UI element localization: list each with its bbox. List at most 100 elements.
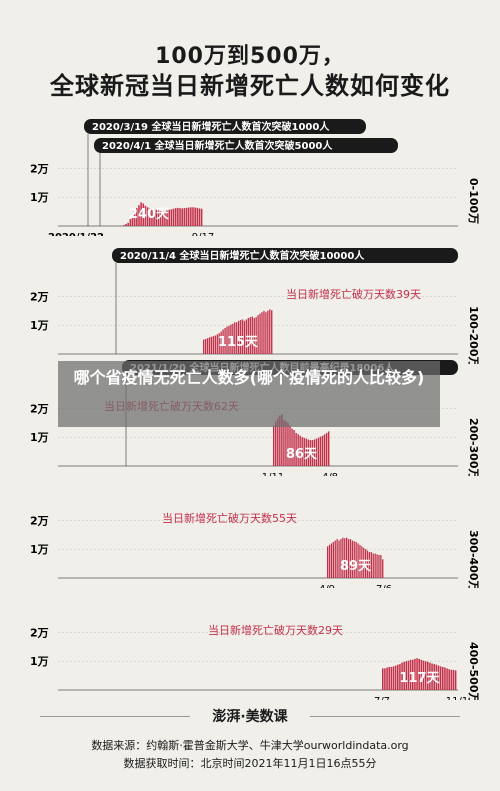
data-bar: [144, 205, 147, 226]
data-bar: [291, 428, 293, 466]
footer-brand-background: [190, 704, 310, 726]
y-tick-label: 2万: [30, 402, 49, 415]
data-bar: [420, 659, 423, 690]
data-bar: [179, 208, 181, 226]
data-bar: [399, 664, 401, 690]
days-over-10k-note: 当日新增死亡破万天数39天: [286, 287, 421, 301]
x-end-label: 11/1: [446, 696, 468, 700]
overlay-text: 哪个省疫情无死亡人数多(哪个疫情死的人比较多): [73, 368, 425, 387]
data-bar: [287, 422, 289, 466]
data-bar: [133, 211, 136, 226]
chart-panel: 2万1万115天9/182021/1/10100-200万当日新增死亡破万天数3…: [30, 248, 480, 364]
y-tick-label: 1万: [30, 543, 49, 556]
data-bar: [401, 662, 403, 690]
data-bar: [454, 670, 457, 690]
data-bar: [204, 339, 207, 354]
data-bar: [151, 208, 153, 226]
data-bar: [295, 432, 297, 466]
side-range-label: 400-500万: [467, 642, 480, 700]
data-bar: [422, 660, 425, 690]
data-bar: [285, 421, 287, 466]
data-bar: [283, 419, 285, 466]
side-range-label: 100-200万: [467, 306, 480, 364]
data-bar: [220, 331, 222, 354]
x-start-label: 1/11: [262, 472, 284, 476]
data-bar: [265, 312, 267, 354]
data-bar: [429, 662, 431, 690]
data-bar: [192, 207, 194, 226]
data-bar: [446, 668, 448, 690]
data-bar: [185, 207, 188, 226]
data-bar: [301, 437, 303, 466]
data-bar: [129, 219, 132, 226]
x-end-label: 7/6: [376, 584, 392, 588]
data-bar: [366, 550, 369, 578]
data-bar: [327, 431, 330, 466]
data-bar: [388, 666, 390, 690]
data-bar: [187, 207, 190, 226]
y-tick-label: 1万: [30, 319, 49, 332]
data-bar: [236, 322, 238, 354]
data-bar: [407, 660, 410, 690]
data-bar: [194, 207, 196, 226]
x-end-label: 9/17: [192, 232, 214, 236]
data-bar: [241, 319, 244, 354]
x-start-label: 2020/1/22: [48, 232, 104, 236]
data-bar: [372, 553, 374, 578]
data-bar: [313, 439, 316, 466]
data-bar: [448, 669, 450, 690]
data-bar: [214, 335, 217, 354]
data-bar: [334, 540, 336, 578]
data-bar: [357, 543, 359, 578]
data-bar: [336, 539, 338, 578]
data-bar: [206, 338, 209, 354]
data-bar: [224, 328, 226, 354]
data-bar: [157, 210, 160, 226]
data-bar: [131, 213, 134, 226]
chart-panel: 2万 1万 240天 2020/1/22 9/17 0-100万 2020/3/19 全球当…: [30, 119, 480, 236]
data-bar: [198, 208, 201, 226]
data-bar: [168, 209, 170, 226]
data-bar: [196, 207, 199, 226]
overlay-banner: [58, 361, 440, 427]
data-bar: [159, 211, 162, 226]
days-over-10k-note: 当日新增死亡破万天数29天: [208, 623, 343, 637]
data-bar: [136, 208, 138, 226]
chart-panel: 2万 1万 117天 7/7 11/1400-500万 当日新增死亡破万天数29天: [30, 623, 480, 700]
data-bar: [299, 435, 301, 466]
data-bar: [365, 549, 367, 578]
data-bar: [412, 659, 414, 690]
data-bar: [439, 666, 442, 690]
data-bar: [277, 418, 279, 466]
data-bar: [222, 329, 224, 354]
data-bar: [267, 310, 269, 354]
data-bar: [230, 324, 232, 354]
side-range-label: 0-100万: [467, 178, 480, 224]
data-bar: [247, 318, 250, 354]
data-bar: [183, 208, 186, 226]
data-bar: [289, 425, 291, 466]
data-bar: [261, 312, 263, 354]
data-bar: [394, 665, 397, 690]
data-bar: [351, 540, 353, 578]
data-bar: [161, 211, 164, 226]
data-bar: [281, 414, 283, 466]
data-bar: [172, 208, 175, 226]
data-bar: [450, 669, 453, 690]
data-bar: [257, 315, 259, 354]
data-bar: [127, 222, 129, 226]
data-bar: [212, 336, 215, 354]
span-days-label: 115天: [218, 335, 259, 350]
data-bar: [403, 661, 405, 690]
data-bar: [397, 664, 399, 690]
data-bar: [418, 658, 420, 690]
side-range-label: 200-300万: [467, 418, 480, 476]
callout-text: 2020/11/4 全球当日新增死亡人数首次突破10000人: [120, 249, 365, 262]
data-bar: [382, 668, 384, 690]
span-days-label: 240天: [129, 207, 170, 222]
data-bar: [347, 539, 350, 578]
data-bar: [269, 309, 271, 354]
data-bar: [444, 667, 446, 690]
x-end-label: 4/8: [322, 472, 338, 476]
data-bar: [232, 323, 234, 354]
